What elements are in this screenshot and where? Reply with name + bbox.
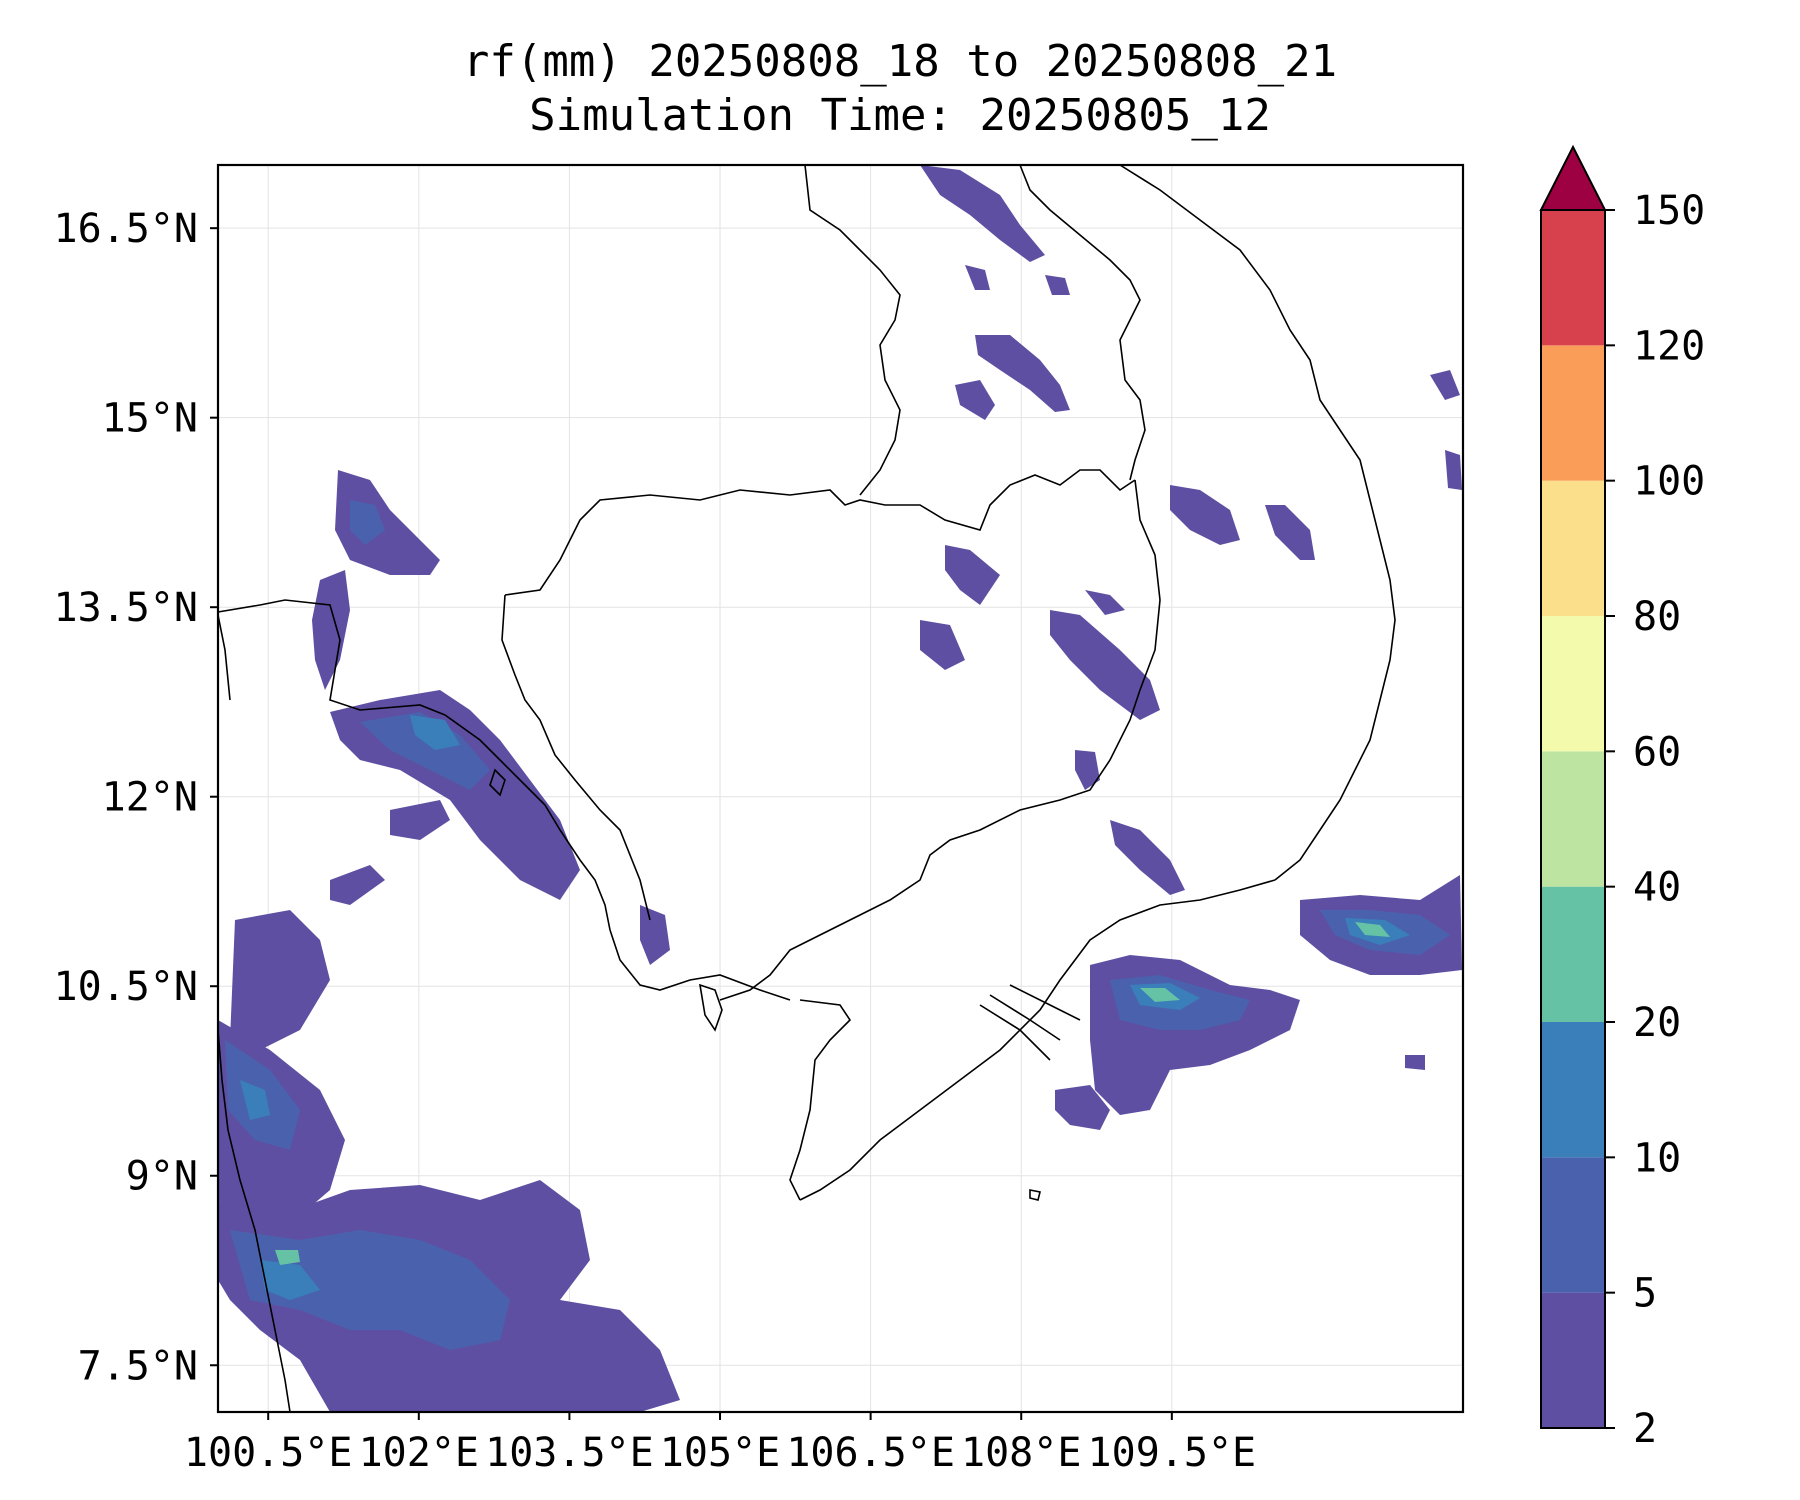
rain-area-vietnam-coast-east xyxy=(1430,370,1460,400)
rain-area-gulf-north xyxy=(640,905,670,965)
cambodia-northern-border xyxy=(504,469,1136,596)
colorbar-block-8 xyxy=(1541,210,1605,346)
rain-area-northwest xyxy=(335,470,440,575)
tick-label-lat-3: 12°N xyxy=(102,775,198,821)
colorbar-frame xyxy=(1540,209,1606,1429)
colorbar: 2 5 10 20 40 60 80 100 120 150 xyxy=(1539,144,1705,1452)
rain-area-gulf-center xyxy=(330,865,385,905)
colorbar-block-4 xyxy=(1541,751,1605,887)
rain-area-vietnam-coast-east-2 xyxy=(1445,450,1462,490)
rain-area-vietnam-highland-1 xyxy=(1170,485,1240,545)
tick-label-lon-0: 100.5°E xyxy=(184,1430,353,1476)
coastlines-and-borders xyxy=(217,164,1396,1413)
colorbar-label-3: 20 xyxy=(1633,1000,1681,1046)
cambodia-western-border xyxy=(501,594,651,921)
rain-area-gulf-west-core xyxy=(240,1080,270,1120)
colorbar-labels: 2 5 10 20 40 60 80 100 120 150 xyxy=(1605,188,1705,1452)
colorbar-blocks xyxy=(1541,210,1605,1428)
rainfall-contours xyxy=(218,165,1462,1412)
rain-area-mekong-south xyxy=(1055,1085,1110,1130)
tick-label-lat-5: 9°N xyxy=(126,1154,198,1200)
con-dao-island xyxy=(1029,1189,1041,1201)
mekong-distributaries xyxy=(979,984,1081,1061)
laos-southern-border xyxy=(804,164,901,496)
tick-label-lat-2: 13.5°N xyxy=(54,585,199,631)
rain-area-mekong-east-green xyxy=(1140,988,1180,1002)
map-gridlines xyxy=(218,165,1463,1412)
map-subtitle: Simulation Time: 20250805_12 xyxy=(529,90,1271,141)
rain-area-south-core xyxy=(260,1260,320,1300)
colorbar-block-7 xyxy=(1541,345,1605,481)
tick-label-lon-2: 103.5°E xyxy=(485,1430,654,1476)
colorbar-block-1 xyxy=(1541,1157,1605,1293)
tick-label-lon-3: 105°E xyxy=(660,1430,780,1476)
rain-area-island-small xyxy=(1405,1055,1425,1070)
rain-area-south-green xyxy=(275,1250,300,1265)
tick-label-lat-6: 7.5°N xyxy=(78,1343,198,1389)
colorbar-label-2: 10 xyxy=(1633,1135,1681,1181)
rain-area-laos-south-4 xyxy=(965,265,990,290)
rain-area-laos-south-3 xyxy=(955,380,995,420)
rain-area-laos-south-2 xyxy=(975,335,1070,412)
rain-area-cambodia-north-2 xyxy=(920,620,965,670)
rain-area-vietnam-highland-4 xyxy=(1110,820,1185,895)
rain-area-gulf-west xyxy=(230,910,330,1050)
colorbar-block-2 xyxy=(1541,1022,1605,1158)
map-area: 100.5°E 102°E 103.5°E 105°E 106.5°E 108°E 109.… xyxy=(54,163,1465,1476)
tick-label-lat-0: 16.5°N xyxy=(54,206,199,252)
map-ticks xyxy=(210,227,1173,1420)
colorbar-label-0: 2 xyxy=(1633,1406,1657,1452)
tick-label-lon-6: 109.5°E xyxy=(1088,1430,1257,1476)
colorbar-block-5 xyxy=(1541,616,1605,752)
tick-label-lon-1: 102°E xyxy=(359,1430,479,1476)
colorbar-label-1: 5 xyxy=(1633,1271,1657,1317)
rain-area-cambodia-north xyxy=(945,545,1000,605)
rain-area-west-strip xyxy=(312,570,350,690)
ca-mau-peninsula xyxy=(789,999,852,1201)
rain-area-cambodia-east-small xyxy=(1085,590,1125,615)
rain-area-northwest-inner xyxy=(350,500,385,545)
rain-area-south-inner xyxy=(230,1230,510,1350)
tick-label-lat-4: 10.5°N xyxy=(54,964,199,1010)
rain-area-thailand-coast-core xyxy=(410,715,460,750)
colorbar-block-3 xyxy=(1541,886,1605,1022)
rain-area-vietnam-highland-2 xyxy=(1265,505,1315,560)
tick-label-lon-4: 106.5°E xyxy=(786,1430,955,1476)
colorbar-label-6: 80 xyxy=(1633,594,1681,640)
rain-area-gulf-mid xyxy=(390,800,450,840)
colorbar-label-9: 150 xyxy=(1633,188,1705,234)
vietnam-east-coast xyxy=(1119,164,1396,881)
tick-label-lat-1: 15°N xyxy=(102,396,198,442)
rain-area-thailand-coast-inner xyxy=(360,712,490,790)
colorbar-label-5: 60 xyxy=(1633,729,1681,775)
phu-quoc-island xyxy=(698,983,723,1032)
colorbar-label-4: 40 xyxy=(1633,865,1681,911)
rain-area-vietnam-highland-3 xyxy=(1075,750,1100,790)
rain-area-laos-south-5 xyxy=(1045,275,1070,295)
thailand-peninsula-coast xyxy=(217,1029,291,1413)
colorbar-block-0 xyxy=(1541,1292,1605,1428)
colorbar-extend-arrow xyxy=(1539,144,1607,211)
gulf-thailand-north-coast xyxy=(609,929,791,1001)
mekong-delta-coast xyxy=(799,879,1276,1201)
map-frame xyxy=(216,163,1465,1414)
colorbar-label-7: 100 xyxy=(1633,459,1705,505)
rain-area-laos-south-1 xyxy=(920,165,1045,262)
laos-vietnam-border xyxy=(1019,164,1146,481)
map-tick-labels: 100.5°E 102°E 103.5°E 105°E 106.5°E 108°E 109.… xyxy=(54,206,1257,1476)
thailand-cambodia-border xyxy=(217,599,611,931)
rain-area-coastal-east-green xyxy=(1355,922,1390,937)
koh-kong-islands xyxy=(489,768,506,797)
colorbar-block-6 xyxy=(1541,480,1605,616)
colorbar-label-8: 120 xyxy=(1633,323,1705,369)
cambodia-vietnam-border xyxy=(719,479,1161,1001)
tick-label-lon-5: 108°E xyxy=(961,1430,1081,1476)
map-title: rf(mm) 20250808_18 to 20250808_21 xyxy=(462,36,1338,87)
rain-area-cambodia-east-band xyxy=(1050,610,1160,720)
west-edge-coast xyxy=(217,614,231,701)
